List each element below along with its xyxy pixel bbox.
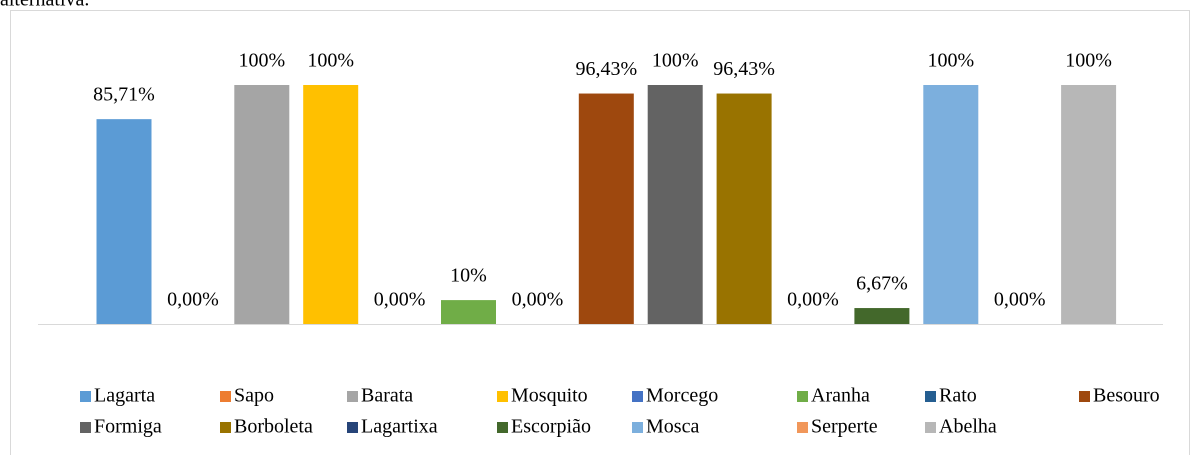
legend-swatch [347, 422, 358, 433]
legend-label: Morcego [646, 385, 718, 407]
legend-label: Borboleta [234, 416, 313, 438]
data-label: 0,00% [167, 289, 219, 311]
data-label: 100% [238, 50, 285, 72]
legend-label: Lagarta [94, 385, 155, 407]
bar [234, 85, 290, 324]
data-label: 0,00% [374, 289, 426, 311]
data-label: 100% [652, 50, 699, 72]
legend-label: Lagartixa [361, 416, 438, 438]
legend-swatch [497, 391, 508, 402]
caption: alternativa. [0, 0, 89, 11]
bar [303, 85, 359, 324]
data-label: 0,00% [787, 289, 839, 311]
legend-label: Barata [361, 385, 413, 407]
data-label: 0,00% [994, 289, 1046, 311]
legend-label: Mosquito [511, 385, 588, 407]
legend-label: Besouro [1093, 385, 1160, 407]
legend-label: Serperte [811, 416, 878, 438]
legend-label: Escorpião [511, 416, 591, 438]
legend-swatch [497, 422, 508, 433]
data-label: 0,00% [512, 289, 564, 311]
data-label: 100% [307, 50, 354, 72]
data-label: 96,43% [713, 58, 775, 80]
data-label: 96,43% [575, 58, 637, 80]
legend-label: Aranha [811, 385, 870, 407]
legend-swatch [632, 391, 643, 402]
data-label: 100% [1065, 50, 1112, 72]
data-label: 85,71% [93, 84, 155, 106]
legend-swatch [797, 422, 808, 433]
legend-swatch [925, 422, 936, 433]
legend-swatch [925, 391, 936, 402]
bar [716, 93, 772, 324]
legend-swatch [632, 422, 643, 433]
bar [1061, 85, 1117, 324]
bar [854, 308, 910, 324]
legend-swatch [1079, 391, 1090, 402]
data-label: 10% [450, 265, 487, 287]
legend-swatch [797, 391, 808, 402]
bar [96, 119, 152, 324]
legend-label: Formiga [94, 416, 162, 438]
legend-swatch [80, 422, 91, 433]
legend-swatch [220, 391, 231, 402]
data-label: 100% [927, 50, 974, 72]
data-label: 6,67% [856, 273, 908, 295]
legend-swatch [347, 391, 358, 402]
bar [923, 85, 979, 324]
bar [578, 93, 634, 324]
legend-swatch [80, 391, 91, 402]
legend-swatch [220, 422, 231, 433]
bar [441, 300, 496, 324]
legend-label: Sapo [234, 385, 274, 407]
bar [647, 85, 703, 324]
legend-label: Rato [939, 385, 977, 407]
legend-label: Mosca [646, 416, 699, 438]
legend-label: Abelha [939, 416, 997, 438]
